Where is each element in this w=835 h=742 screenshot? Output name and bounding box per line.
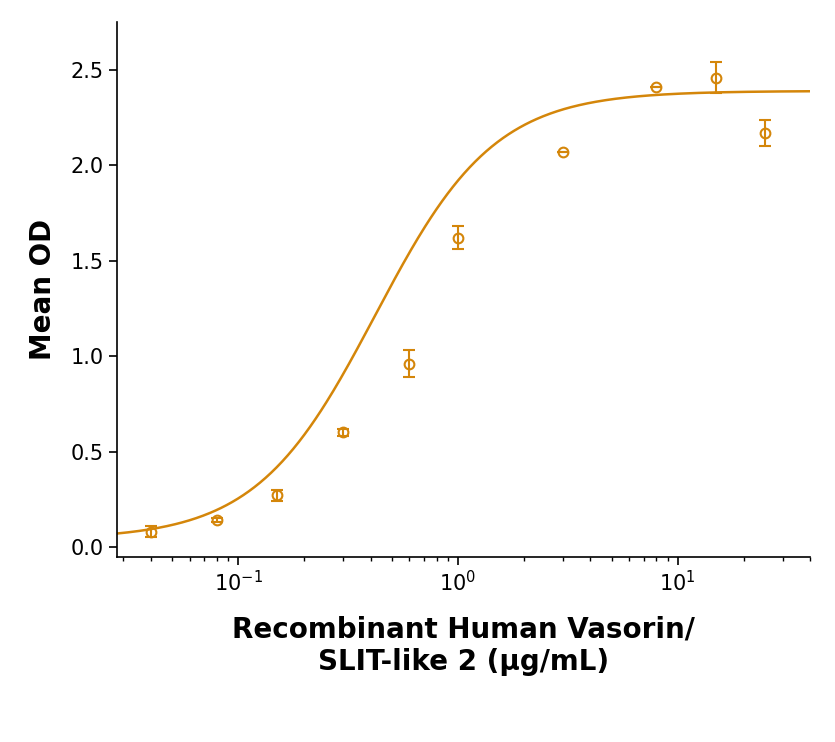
X-axis label: Recombinant Human Vasorin/
SLIT-like 2 (μg/mL): Recombinant Human Vasorin/ SLIT-like 2 (… bbox=[232, 616, 695, 676]
Y-axis label: Mean OD: Mean OD bbox=[28, 219, 57, 360]
